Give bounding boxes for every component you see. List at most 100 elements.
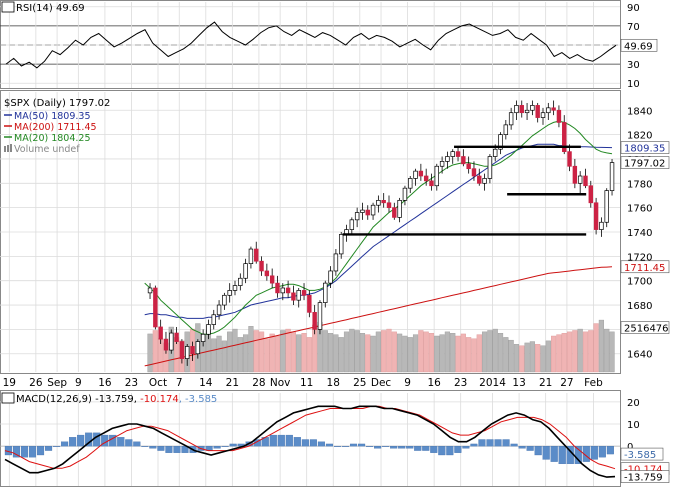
candle-body <box>471 168 477 177</box>
macd-histogram-bar <box>141 445 149 447</box>
macd-tick-label: 20 <box>627 398 640 409</box>
candle-body <box>450 151 455 157</box>
macd-histogram-bar <box>4 445 12 456</box>
volume-legend-icon <box>10 144 12 152</box>
candle-body <box>429 180 434 187</box>
volume-bar <box>301 333 307 373</box>
price-tick-label: 1740 <box>627 228 652 239</box>
volume-bar <box>604 328 610 373</box>
macd-histogram-bar <box>325 443 334 447</box>
macd-histogram-bar <box>358 443 366 447</box>
volume-bar <box>556 334 562 373</box>
macd-histogram-bar <box>430 445 438 453</box>
candle-body <box>445 156 450 162</box>
volume-bar <box>237 337 243 373</box>
candle-body <box>301 290 307 296</box>
volume-bar <box>354 330 360 373</box>
volume-bar <box>274 335 281 373</box>
volume-bar <box>577 328 583 373</box>
ma20-line <box>144 120 613 335</box>
rsi-checkbox-icon <box>1 1 15 13</box>
macd-histogram-bar <box>422 445 430 451</box>
rsi-tick-label: 10 <box>627 79 640 90</box>
candle-body <box>153 287 158 328</box>
volume-bar <box>322 330 328 373</box>
macd-histogram-bar <box>349 443 358 447</box>
volume-bar <box>397 333 403 373</box>
volume-bar <box>551 335 557 373</box>
candle-body <box>577 175 583 184</box>
volume-bar <box>147 333 153 373</box>
price-badge-text-box <box>620 321 670 334</box>
volume-legend-icon <box>4 146 6 152</box>
macd-histogram-bar <box>406 445 414 449</box>
x-tick-label: 16 <box>98 377 112 389</box>
price-tick-label: 1700 <box>627 277 652 288</box>
macd-histogram-bar <box>502 439 510 447</box>
volume-bar <box>598 319 605 373</box>
volume-bar <box>609 331 615 373</box>
macd-histogram-bar <box>53 445 61 447</box>
macd-badge-text: -3.585 <box>624 450 656 461</box>
volume-bars <box>147 319 615 373</box>
macd-histogram-bar <box>550 445 558 462</box>
candle-body <box>392 207 397 218</box>
x-tick-label: 2014 <box>479 377 506 389</box>
candle-body <box>408 178 413 189</box>
macd-title-part: , -3.585 <box>179 394 218 405</box>
price-value-badges: 1809.35 1797.02 1711.45 2516476 <box>620 141 670 335</box>
volume-bar <box>338 337 344 373</box>
price-tick-label: 1840 <box>627 106 652 117</box>
macd-histogram-bar <box>542 445 550 460</box>
volume-bar <box>248 326 254 373</box>
candle-body <box>190 346 195 355</box>
x-tick-label: 13 <box>512 377 525 389</box>
candle-body <box>604 190 609 223</box>
candle-body <box>551 107 556 111</box>
volume-bar <box>519 345 525 373</box>
rsi-line <box>5 21 617 69</box>
rsi-tick-label: 70 <box>627 22 640 33</box>
macd-histogram-bar <box>44 445 53 451</box>
candle-body <box>397 199 402 218</box>
volume-bar <box>269 333 275 373</box>
volume-bar <box>285 328 291 373</box>
macd-tick-label: 0 <box>627 442 633 453</box>
candle-body <box>323 282 328 303</box>
macd-histogram-bar <box>454 445 462 453</box>
x-tick-label: Oct <box>149 377 167 389</box>
macd-histogram-bar <box>526 445 534 451</box>
candle-body <box>317 302 323 330</box>
macd-histogram-bar <box>390 445 398 449</box>
price-badge-text-box <box>620 156 670 169</box>
candle-body <box>354 212 360 221</box>
x-tick-label: 21 <box>539 377 552 389</box>
macd-histogram-bar <box>36 445 45 456</box>
candle-body <box>498 134 503 150</box>
volume-bar <box>418 330 424 373</box>
macd-histogram-bar <box>20 445 29 458</box>
candle-body <box>285 287 291 294</box>
macd-histogram-bar <box>133 441 141 447</box>
candle-body <box>540 112 546 118</box>
volume-bar <box>535 344 541 373</box>
x-tick-label: 9 <box>404 377 411 389</box>
volume-bar <box>487 330 493 373</box>
rsi-badge-text: 49.69 <box>624 41 653 52</box>
volume-bar <box>566 331 573 373</box>
volume-bar <box>333 334 339 373</box>
macd-histogram-bar <box>269 434 277 447</box>
volume-bar <box>152 330 158 373</box>
volume-bar <box>423 331 429 373</box>
candle-body <box>328 270 333 284</box>
macd-histogram-bar <box>446 445 454 456</box>
volume-bar <box>221 340 227 373</box>
x-tick-label: Dec <box>371 377 392 389</box>
rsi-grid <box>0 2 620 88</box>
macd-histogram-bar <box>438 445 446 456</box>
macd-histogram-bar <box>382 445 390 447</box>
candle-body <box>567 151 572 167</box>
volume-bar <box>306 337 312 373</box>
volume-bar <box>359 333 366 373</box>
